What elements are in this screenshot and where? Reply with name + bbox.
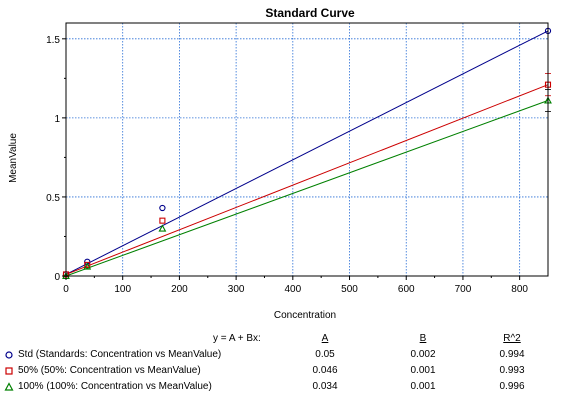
legend-row-100: 100% (100%: Concentration vs MeanValue) … <box>0 381 567 397</box>
column-r2-header: R^2 <box>503 333 521 344</box>
legend-row-50: 50% (50%: Concentration vs MeanValue) 0.… <box>0 365 567 381</box>
standard-curve-chart: 0 100 200 300 400 500 600 700 800 0 0.5 1 1.5 Standa… <box>8 6 552 321</box>
x-tick-label: 500 <box>341 284 358 295</box>
equation-header: y = A + Bx: <box>213 333 261 344</box>
fit-line <box>65 100 549 277</box>
y-tick-label: 0.5 <box>46 193 60 204</box>
legend-series-name: 100% (100%: Concentration vs MeanValue) <box>18 381 212 392</box>
legend-row-std: Std (Standards: Concentration vs MeanVal… <box>0 349 567 365</box>
legend-b-value: 0.001 <box>410 381 436 392</box>
column-b-header: B <box>419 333 427 344</box>
triangle-point <box>83 262 92 270</box>
x-tick-label: 100 <box>114 284 131 295</box>
legend-r2-value: 0.994 <box>499 349 525 360</box>
fit-line <box>65 84 549 275</box>
fit-line <box>65 30 549 275</box>
chart-title: Standard Curve <box>265 6 355 20</box>
axis-ticks-layer: 0 100 200 300 400 500 600 700 800 0 0.5 1 1.5 <box>46 35 528 295</box>
legend-r2-value: 0.996 <box>499 381 525 392</box>
legend-series-name: Std (Standards: Concentration vs MeanVal… <box>18 349 222 360</box>
x-tick-label: 0 <box>63 284 69 295</box>
legend-a-value: 0.046 <box>312 365 338 376</box>
x-axis-label: Concentration <box>274 310 336 321</box>
x-tick-label: 600 <box>398 284 415 295</box>
fit-lines-layer <box>65 30 549 277</box>
x-tick-label: 800 <box>511 284 528 295</box>
y-tick-label: 0 <box>54 272 60 283</box>
legend-r2-value: 0.993 <box>499 365 525 376</box>
column-a-header: A <box>321 333 329 344</box>
circle-marker-icon <box>5 351 13 359</box>
legend-a-value: 0.05 <box>315 349 335 360</box>
x-tick-label: 300 <box>228 284 245 295</box>
y-axis-label: MeanValue <box>8 133 19 183</box>
square-point <box>159 217 166 224</box>
x-tick-label: 400 <box>284 284 301 295</box>
legend-header-row: y = A + Bx: A B R^2 <box>0 333 567 349</box>
y-tick-label: 1.5 <box>46 35 60 46</box>
triangle-point <box>158 224 167 232</box>
y-tick-label: 1 <box>54 114 60 125</box>
legend-b-value: 0.002 <box>410 349 436 360</box>
x-tick-label: 200 <box>171 284 188 295</box>
x-tick-label: 700 <box>455 284 472 295</box>
legend-series-name: 50% (50%: Concentration vs MeanValue) <box>18 365 201 376</box>
square-marker-icon <box>5 367 13 375</box>
legend-b-value: 0.001 <box>410 365 436 376</box>
plot-area-frame <box>65 22 549 277</box>
legend-a-value: 0.034 <box>312 381 338 392</box>
grid-layer <box>66 23 548 276</box>
circle-point <box>159 204 166 212</box>
triangle-marker-icon <box>4 382 14 391</box>
